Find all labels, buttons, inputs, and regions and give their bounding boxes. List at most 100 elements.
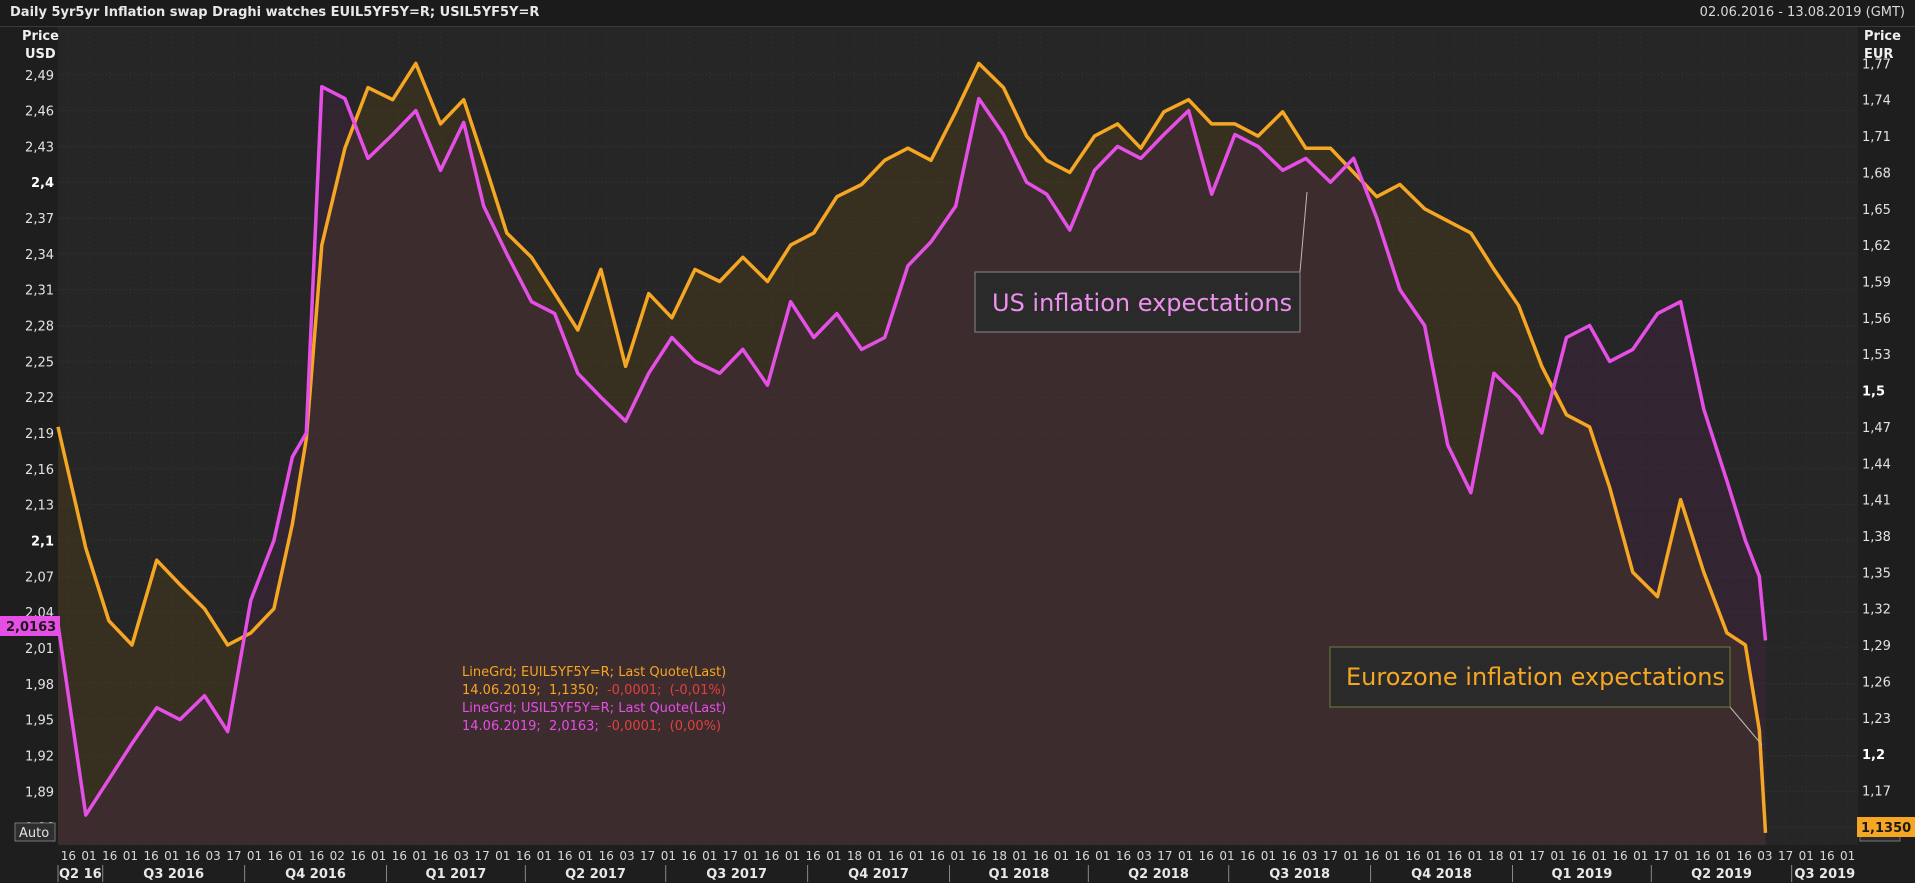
right-tick-label: 1,74 — [1862, 94, 1891, 109]
x-tick-label: 16 — [350, 849, 365, 863]
left-auto-button[interactable]: Auto — [14, 822, 56, 842]
left-auto-label: Auto — [19, 826, 49, 841]
left-tick-label: 1,95 — [25, 714, 54, 729]
x-tick-label: 01 — [1509, 849, 1524, 863]
right-axis-heading-currency: EUR — [1864, 47, 1893, 62]
legend-usd-pct: (0,00%) — [670, 719, 721, 734]
x-tick-label: 01 — [1219, 849, 1234, 863]
x-tick-label: 16 — [681, 849, 696, 863]
x-tick-label: 01 — [247, 849, 262, 863]
x-tick-label: 01 — [1426, 849, 1441, 863]
x-tick-label: 17 — [723, 849, 738, 863]
x-tick-label: 16 — [392, 849, 407, 863]
left-tick-label: 2,37 — [25, 212, 54, 227]
x-tick-label: 17 — [474, 849, 489, 863]
left-tick-label: 2,49 — [25, 69, 54, 84]
legend-eur-label: LineGrd; EUIL5YF5Y=R; Last Quote(Last) — [462, 665, 726, 680]
legend-usd-values: 14.06.2019; 2,0163; -0,0001; (0,00%) — [462, 719, 721, 734]
quarter-label: Q1 2017 — [426, 867, 487, 882]
x-tick-label: 01 — [578, 849, 593, 863]
left-tick-label: 2,28 — [25, 320, 54, 335]
x-axis: 16 01 16 01 16 01 16 03 17 01 16 01 16 02 16 01 16 01 16 03… — [57, 849, 1855, 882]
x-tick-label: 16 — [1199, 849, 1214, 863]
left-tick-label: 2,46 — [25, 105, 54, 120]
x-tick-label: 01 — [1261, 849, 1276, 863]
quarter-label: Q2 2017 — [565, 867, 626, 882]
right-tick-label: 1,32 — [1862, 603, 1891, 618]
right-tick-label: 1,44 — [1862, 457, 1891, 472]
x-tick-label: 16 — [1819, 849, 1834, 863]
x-tick-label: 01 — [950, 849, 965, 863]
x-tick-label: 01 — [909, 849, 924, 863]
legend-usd-label: LineGrd; USIL5YF5Y=R; Last Quote(Last) — [462, 701, 726, 716]
right-tick-label: 1,47 — [1862, 421, 1891, 436]
x-tick-label: 01 — [1633, 849, 1648, 863]
left-tick-label: 2,16 — [25, 463, 54, 478]
x-tick-label: 16 — [806, 849, 821, 863]
x-tick-label: 01 — [1674, 849, 1689, 863]
left-axis-heading-price: Price — [22, 29, 59, 44]
x-tick-label: 17 — [1778, 849, 1793, 863]
x-tick-label: 01 — [785, 849, 800, 863]
right-tick-label: 1,65 — [1862, 203, 1891, 218]
x-tick-label: 17 — [640, 849, 655, 863]
x-tick-label: 01 — [1012, 849, 1027, 863]
plot-area — [58, 27, 1858, 845]
x-tick-label: 16 — [1240, 849, 1255, 863]
x-tick-label: 01 — [743, 849, 758, 863]
left-axis-heading-currency: USD — [25, 47, 56, 62]
x-tick-label: 17 — [1323, 849, 1338, 863]
left-axis: Price USD 2,49 2,46 2,43 2,4 2,37 2,34 2,31 2,2… — [22, 29, 59, 836]
quarter-label: Q4 2018 — [1411, 867, 1472, 882]
x-tick-label: 01 — [1592, 849, 1607, 863]
x-tick-label: 01 — [412, 849, 427, 863]
x-tick-label: 01 — [288, 849, 303, 863]
x-tick-label: 18 — [992, 849, 1007, 863]
x-tick-label: 01 — [868, 849, 883, 863]
x-tick-label: 01 — [371, 849, 386, 863]
last-value-eur-badge: 1,1350 — [1857, 817, 1915, 837]
x-tick-label: 16 — [1612, 849, 1627, 863]
right-tick-label: 1,41 — [1862, 494, 1891, 509]
chart-title: Daily 5yr5yr Inflation swap Draghi watch… — [10, 5, 540, 20]
x-tick-label: 16 — [1364, 849, 1379, 863]
left-tick-label: 2,13 — [25, 499, 54, 514]
right-tick-label: 1,5 — [1862, 385, 1885, 400]
right-tick-label: 1,71 — [1862, 130, 1891, 145]
legend-usd-change: -0,0001; — [607, 719, 662, 734]
x-tick-label: 03 — [454, 849, 469, 863]
quarter-label: Q1 2018 — [989, 867, 1050, 882]
x-tick-label: 16 — [1074, 849, 1089, 863]
right-tick-label: 1,35 — [1862, 566, 1891, 581]
right-tick-label: 1,26 — [1862, 675, 1891, 690]
x-tick-label: 01 — [123, 849, 138, 863]
x-tick-label: 16 — [143, 849, 158, 863]
x-tick-label: 16 — [433, 849, 448, 863]
x-tick-label: 01 — [537, 849, 552, 863]
right-tick-label: 1,38 — [1862, 530, 1891, 545]
last-value-usd: 2,0163 — [6, 620, 56, 635]
left-tick-label: 2,1 — [31, 534, 54, 549]
x-tick-label: 16 — [557, 849, 572, 863]
series-lines — [56, 61, 1768, 834]
x-tick-label: 16 — [1116, 849, 1131, 863]
left-tick-label: 2,34 — [25, 248, 54, 263]
left-tick-label: 2,43 — [25, 140, 54, 155]
left-tick-label: 2,01 — [25, 642, 54, 657]
x-tick-label: 16 — [1695, 849, 1710, 863]
x-tick-label: 16 — [1737, 849, 1752, 863]
quarter-label: Q2 2018 — [1128, 867, 1189, 882]
left-tick-label: 2,31 — [25, 284, 54, 299]
eur-series-line — [56, 61, 1768, 834]
x-tick-label: 01 — [1550, 849, 1565, 863]
x-tick-label: 01 — [1799, 849, 1814, 863]
last-value-usd-badge: 2,0163 — [0, 616, 60, 636]
left-tick-label: 1,98 — [25, 678, 54, 693]
left-tick-label: 2,4 — [31, 176, 54, 191]
quarter-label: Q2 16 — [59, 867, 102, 882]
x-tick-label: 18 — [847, 849, 862, 863]
quarter-label: Q2 2019 — [1691, 867, 1752, 882]
date-range-label: 02.06.2016 - 13.08.2019 (GMT) — [1699, 5, 1905, 20]
left-tick-label: 1,89 — [25, 785, 54, 800]
